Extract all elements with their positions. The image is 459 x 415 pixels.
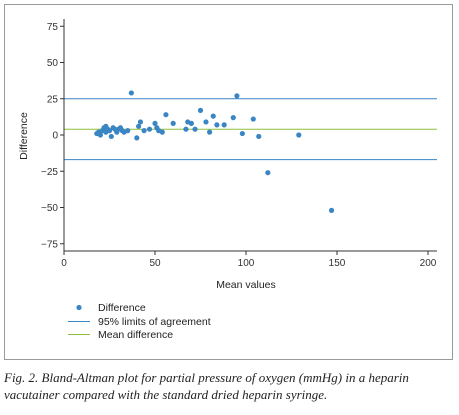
data-point-8 (106, 128, 113, 134)
data-point-46 (296, 132, 302, 138)
data-point-36 (207, 129, 213, 135)
legend-label-0: Difference (98, 302, 146, 314)
data-point-21 (137, 119, 144, 125)
data-point-9 (108, 133, 114, 140)
y-axis-label: Difference (18, 112, 30, 160)
data-point-44 (256, 133, 262, 140)
data-point-28 (163, 112, 169, 118)
x-tick-label: 150 (329, 258, 346, 269)
data-point-29 (170, 120, 176, 126)
data-point-18 (128, 90, 134, 96)
figure-frame: −75 −50 −25 0 25 50 75 0 50 100 150 200 Mean values… (4, 4, 453, 360)
x-tick-label: 50 (149, 258, 161, 269)
data-point-34 (197, 107, 204, 113)
y-tick-label: 0 (52, 131, 58, 142)
data-point-40 (230, 115, 236, 121)
y-tick-label: −75 (41, 239, 58, 250)
data-point-43 (250, 116, 256, 122)
y-tick-label: 25 (47, 94, 59, 105)
data-point-32 (188, 120, 194, 126)
data-point-17 (125, 128, 131, 134)
x-tick-label: 100 (238, 258, 255, 269)
data-point-30 (183, 126, 189, 132)
y-tick-label: −25 (41, 167, 58, 178)
data-point-22 (141, 128, 147, 134)
x-tick-label: 0 (61, 258, 67, 269)
x-tick-label: 200 (420, 258, 437, 269)
data-point-20 (136, 123, 142, 129)
axes: −75 −50 −25 0 25 50 75 0 50 100 150 200 (41, 19, 437, 269)
legend-point-symbol (76, 304, 82, 311)
data-point-35 (203, 119, 209, 125)
data-point-33 (192, 126, 198, 132)
y-tick-label: −50 (41, 203, 58, 214)
legend-label-1: 95% limits of agreement (98, 316, 211, 328)
data-point-2 (97, 132, 103, 138)
data-point-23 (146, 126, 153, 132)
bland-altman-chart: −75 −50 −25 0 25 50 75 0 50 100 150 200 Mean values… (18, 19, 437, 341)
y-tick-label: 75 (47, 22, 59, 33)
data-point-41 (234, 93, 240, 99)
data-point-39 (221, 122, 227, 128)
figure-caption: Fig. 2. Bland-Altman plot for partial pr… (4, 370, 409, 402)
data-point-37 (210, 113, 216, 119)
data-point-24 (152, 120, 158, 126)
data-points (94, 90, 335, 213)
data-point-27 (159, 129, 165, 135)
data-point-19 (134, 135, 140, 141)
y-tick-label: 50 (47, 58, 59, 69)
data-point-45 (265, 170, 271, 176)
data-point-42 (239, 130, 245, 137)
legend-label-2: Mean difference (98, 329, 173, 341)
data-point-47 (328, 207, 335, 213)
data-point-38 (214, 122, 220, 128)
x-axis-label: Mean values (216, 279, 276, 291)
